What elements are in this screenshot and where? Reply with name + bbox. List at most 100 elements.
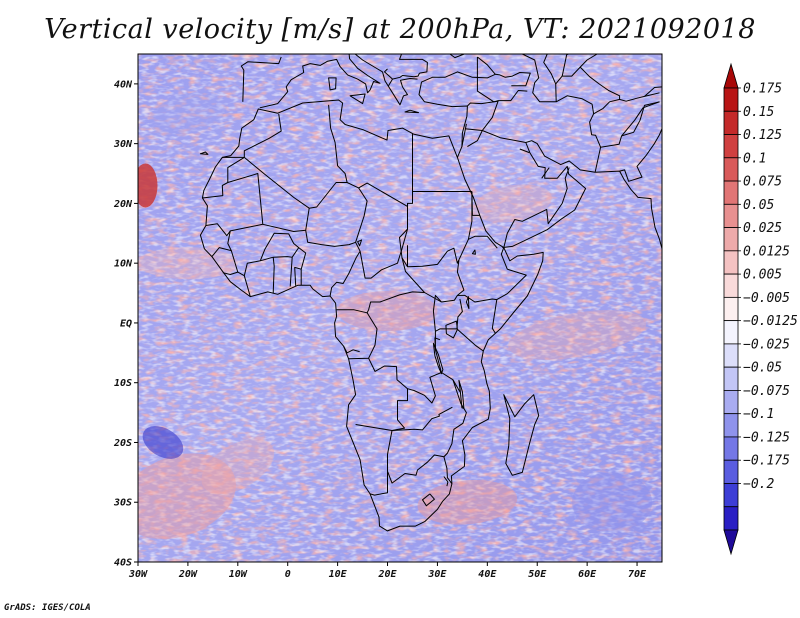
lake-tanganyika <box>432 342 444 375</box>
map-area <box>138 54 662 562</box>
colorbar-swatch <box>723 157 739 182</box>
colorbar-label: −0.075 <box>743 384 790 399</box>
country-border <box>593 92 660 115</box>
lat-tick-label: 10N <box>114 259 133 270</box>
country-border <box>243 247 307 297</box>
field-patch <box>138 247 238 280</box>
country-border <box>384 68 393 86</box>
lat-tick-label: 30S <box>113 498 132 509</box>
colorbar-label: −0.005 <box>743 291 790 306</box>
country-border <box>392 72 420 80</box>
country-border <box>496 247 527 301</box>
colorbar-swatch <box>723 250 739 275</box>
country-border <box>555 66 621 100</box>
colorbar-swatch <box>723 180 739 205</box>
country-border <box>464 100 499 131</box>
country-border <box>555 95 602 173</box>
country-border <box>495 72 531 87</box>
lake-malawi <box>458 379 465 409</box>
country-border <box>441 294 498 334</box>
country-border <box>644 86 662 97</box>
country-border <box>461 123 467 147</box>
country-border <box>329 250 361 297</box>
lake-tana <box>471 249 476 255</box>
country-border <box>305 230 356 247</box>
colorbar-label: 0.175 <box>743 82 782 97</box>
colorbar-label: −0.0125 <box>743 314 798 329</box>
colorbar-swatch <box>723 203 739 228</box>
lon-tick-label: 30W <box>128 569 148 580</box>
lake-turkana <box>465 296 470 310</box>
country-border <box>541 167 550 179</box>
iberia-coastline <box>240 56 282 102</box>
country-border <box>355 187 408 279</box>
lon-tick-label: 50E <box>528 569 547 580</box>
lat-tick-label: 20N <box>113 199 133 210</box>
country-border <box>387 379 467 484</box>
lon-tick-label: 10E <box>329 569 348 580</box>
country-border <box>443 452 453 484</box>
colorbar-swatch <box>723 483 739 508</box>
canary-islands <box>199 151 209 155</box>
country-border <box>202 156 245 199</box>
map-frame <box>137 53 663 563</box>
lat-tick-label: 10S <box>114 378 132 389</box>
field-patch <box>337 290 438 331</box>
colorbar-swatch <box>723 296 739 322</box>
country-border <box>600 101 660 148</box>
colorbar-label: −0.05 <box>743 361 782 376</box>
country-border <box>443 476 449 487</box>
country-border <box>467 130 483 148</box>
country-border <box>482 130 526 143</box>
colorbar-swatch <box>723 506 739 531</box>
field-patch <box>142 426 184 459</box>
madagascar-coastline <box>503 394 540 476</box>
country-border <box>381 54 383 55</box>
field-patch <box>417 479 518 525</box>
lat-tick-label: 30N <box>113 139 133 150</box>
colorbar-swatch <box>723 459 739 484</box>
country-border <box>619 128 662 182</box>
colorbar-label: 0.025 <box>743 221 782 236</box>
country-border <box>346 182 442 303</box>
country-border <box>422 493 435 507</box>
colorbar: 0.175 0.15 0.125 0.1 0.075 0.05 0.025 0.0125 0.0… <box>723 62 798 556</box>
colorbar-swatch <box>723 134 739 159</box>
colorbar-label: −0.1 <box>743 407 774 422</box>
coastlines <box>199 54 662 532</box>
country-border <box>399 54 428 74</box>
country-border <box>369 471 388 496</box>
colorbar-label: −0.025 <box>743 337 790 352</box>
field-patch <box>201 438 275 494</box>
colorbar-swatch <box>723 87 739 112</box>
country-border <box>355 357 408 431</box>
country-border <box>407 191 473 268</box>
balkans-coastline <box>354 54 418 106</box>
colorbar-label: 0.15 <box>743 105 774 120</box>
africa-coastline <box>199 99 544 532</box>
country-border <box>467 100 498 107</box>
country-border <box>343 345 360 354</box>
country-border <box>519 148 530 154</box>
sicily <box>349 93 366 105</box>
country-border <box>289 257 293 287</box>
lon-tick-label: 30E <box>427 569 447 580</box>
country-border <box>561 54 571 77</box>
latitude-axis: 40N 30N 20N 10N EQ 10S 20S 30S 40S <box>113 79 138 569</box>
country-border <box>503 167 570 248</box>
country-border <box>222 271 238 275</box>
field-patch <box>138 163 158 208</box>
field-patch <box>148 91 227 136</box>
country-border <box>407 191 413 207</box>
field-patch <box>508 310 647 360</box>
lat-tick-label: 40N <box>114 79 133 90</box>
colorbar-swatch <box>723 110 739 135</box>
country-border <box>401 257 408 268</box>
colorbar-swatch <box>723 227 739 252</box>
colorbar-label: 0.075 <box>743 175 782 190</box>
country-border <box>348 312 378 360</box>
sardinia <box>328 77 337 91</box>
country-border <box>243 104 348 209</box>
lon-tick-label: 40E <box>478 569 497 580</box>
